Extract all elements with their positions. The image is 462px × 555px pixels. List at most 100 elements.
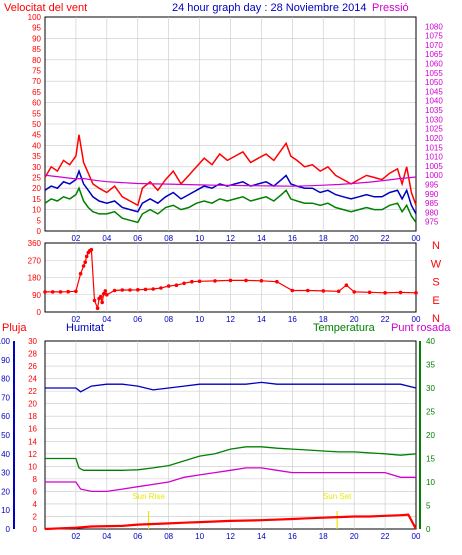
wind-x-tick-label: 10 bbox=[195, 234, 204, 243]
wind-y-tick-label: 45 bbox=[32, 131, 41, 140]
wind-y-tick-label: 100 bbox=[28, 13, 42, 22]
temperature-y-tick-label: 5 bbox=[426, 502, 431, 511]
wind-y-tick-label: 90 bbox=[32, 34, 41, 43]
rain-y-tick-label: 28 bbox=[28, 350, 37, 359]
pressure-y-tick-label: 1040 bbox=[425, 97, 443, 106]
pressure-y-tick-label: 1080 bbox=[425, 22, 443, 31]
punt_rosada-series-line bbox=[45, 467, 416, 493]
red-series-line bbox=[44, 134, 417, 207]
rain-x-tick-label: 06 bbox=[133, 532, 142, 541]
direction-x-tick-label: 10 bbox=[195, 315, 204, 324]
rain-label: Pluja bbox=[2, 322, 27, 334]
pluja-series-line bbox=[44, 513, 417, 531]
rain-y-tick-label: 6 bbox=[33, 487, 38, 496]
wind-x-tick-label: 08 bbox=[164, 234, 173, 243]
humidity-y-tick-label: 60 bbox=[1, 412, 10, 421]
humidity-y-tick-label: 70 bbox=[1, 393, 10, 402]
rain-x-tick-label: 22 bbox=[381, 532, 390, 541]
direction-x-tick-label: 06 bbox=[133, 315, 142, 324]
rain-y-tick-label: 30 bbox=[28, 337, 37, 346]
rain-y-tick-label: 0 bbox=[33, 525, 38, 534]
direction-x-tick-label: 12 bbox=[226, 315, 235, 324]
rain-x-tick-label: 00 bbox=[412, 532, 421, 541]
compass-label: S bbox=[432, 277, 439, 289]
wind-speed-label: Velocitat del vent bbox=[4, 2, 87, 14]
direction-x-tick-label: 22 bbox=[381, 315, 390, 324]
wind-y-tick-label: 15 bbox=[32, 195, 41, 204]
pressure-y-tick-label: 1010 bbox=[425, 153, 443, 162]
temperatura-series-line bbox=[45, 446, 417, 471]
humidity-y-tick-label: 100 bbox=[0, 337, 11, 346]
pressure-y-tick-label: 975 bbox=[425, 218, 439, 227]
pressure-y-tick-label: 1060 bbox=[425, 60, 443, 69]
wind-x-tick-label: 20 bbox=[350, 234, 359, 243]
rain-y-tick-label: 10 bbox=[28, 462, 37, 471]
wind-y-tick-label: 50 bbox=[32, 120, 41, 129]
direction-x-tick-label: 14 bbox=[257, 315, 266, 324]
wind-x-tick-label: 12 bbox=[226, 234, 235, 243]
temperature-y-tick-label: 15 bbox=[426, 455, 435, 464]
humidity-y-tick-label: 50 bbox=[1, 431, 10, 440]
rain-humidity-temperature-panel: 0102030405060708090100024681012141618202… bbox=[0, 337, 435, 541]
direction-y-tick-label: 180 bbox=[28, 274, 42, 283]
humidity-y-tick-label: 80 bbox=[1, 375, 10, 384]
humidity-y-tick-label: 0 bbox=[6, 525, 11, 534]
wind-pressure-panel: 0510152025303540455055606570758085909510… bbox=[28, 13, 444, 243]
pressure-y-tick-label: 1025 bbox=[425, 125, 443, 134]
wind-y-tick-label: 65 bbox=[32, 88, 41, 97]
wind-y-tick-label: 40 bbox=[32, 141, 41, 150]
pressure-y-tick-label: 1050 bbox=[425, 78, 443, 87]
compass-label: N bbox=[432, 240, 440, 252]
temperature-y-tick-label: 0 bbox=[426, 525, 431, 534]
pressure-y-tick-label: 1030 bbox=[425, 115, 443, 124]
pressure-y-tick-label: 1005 bbox=[425, 162, 443, 171]
dew-point-label: Punt rosada bbox=[391, 322, 451, 334]
temperature-y-tick-label: 25 bbox=[426, 408, 435, 417]
wind-y-tick-label: 10 bbox=[32, 206, 41, 215]
temperature-y-tick-label: 35 bbox=[426, 361, 435, 370]
direction-y-tick-label: 270 bbox=[28, 256, 42, 265]
humidity-y-tick-label: 10 bbox=[1, 506, 10, 515]
compass-label: E bbox=[432, 295, 439, 307]
direction-x-tick-label: 08 bbox=[164, 315, 173, 324]
direction-y-tick-label: 0 bbox=[37, 308, 42, 317]
rain-y-tick-label: 20 bbox=[28, 400, 37, 409]
wind-y-tick-label: 80 bbox=[32, 56, 41, 65]
rain-x-tick-label: 04 bbox=[102, 532, 111, 541]
direction-x-tick-label: 04 bbox=[102, 315, 111, 324]
direction-x-tick-label: 02 bbox=[71, 315, 80, 324]
wind-x-tick-label: 04 bbox=[102, 234, 111, 243]
temperature-label: Temperatura bbox=[313, 322, 376, 334]
wind-y-tick-label: 95 bbox=[32, 24, 41, 33]
humidity-y-tick-label: 30 bbox=[1, 469, 10, 478]
direction-x-tick-label: 20 bbox=[350, 315, 359, 324]
pressure-y-tick-label: 1015 bbox=[425, 143, 443, 152]
direction-x-tick-label: 16 bbox=[288, 315, 297, 324]
humidity-y-tick-label: 20 bbox=[1, 487, 10, 496]
graph-title: 24 hour graph day : 28 Noviembre 2014 bbox=[172, 2, 366, 14]
pressure-y-tick-label: 990 bbox=[425, 190, 439, 199]
rain-y-tick-label: 22 bbox=[28, 387, 37, 396]
wind-y-tick-label: 60 bbox=[32, 99, 41, 108]
wind-x-tick-label: 02 bbox=[71, 234, 80, 243]
rain-x-tick-label: 14 bbox=[257, 532, 266, 541]
direction-y-tick-label: 90 bbox=[32, 291, 41, 300]
wind-y-tick-label: 85 bbox=[32, 45, 41, 54]
rain-x-tick-label: 18 bbox=[319, 532, 328, 541]
pressure-y-tick-label: 985 bbox=[425, 199, 439, 208]
wind-y-tick-label: 35 bbox=[32, 152, 41, 161]
pressure-y-tick-label: 980 bbox=[425, 208, 439, 217]
rain-y-tick-label: 24 bbox=[28, 375, 37, 384]
rain-y-tick-label: 4 bbox=[33, 500, 38, 509]
humidity-y-tick-label: 90 bbox=[1, 356, 10, 365]
wind-y-tick-label: 55 bbox=[32, 109, 41, 118]
wind-x-tick-label: 22 bbox=[381, 234, 390, 243]
compass-label: W bbox=[431, 258, 442, 270]
humidity-y-tick-label: 40 bbox=[1, 450, 10, 459]
wind-y-tick-label: 5 bbox=[37, 216, 42, 225]
sunrise-label: Sun Rise bbox=[132, 492, 165, 501]
direction-y-tick-label: 360 bbox=[28, 239, 42, 248]
wind-y-tick-label: 75 bbox=[32, 67, 41, 76]
rain-x-tick-label: 02 bbox=[71, 532, 80, 541]
rain-y-tick-label: 14 bbox=[28, 437, 37, 446]
